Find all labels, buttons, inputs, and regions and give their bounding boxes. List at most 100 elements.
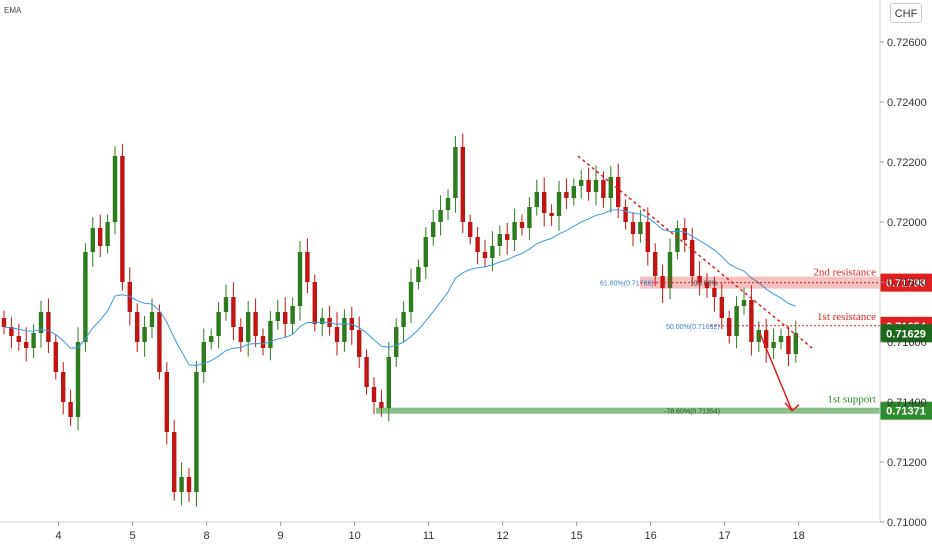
time-tick-label: 17 <box>718 530 730 542</box>
candle-body <box>201 342 206 372</box>
candle-body <box>260 336 266 348</box>
candle-body <box>172 432 177 492</box>
time-tick-label: 10 <box>348 530 360 542</box>
candle-body <box>608 177 613 198</box>
candle-body <box>401 312 406 327</box>
candle-body <box>386 357 391 408</box>
candle-body <box>53 342 58 372</box>
candle-body <box>38 312 44 333</box>
candle-body <box>778 336 784 342</box>
support-1-zone <box>376 407 880 414</box>
candle-body <box>238 327 243 342</box>
candle-body <box>135 312 140 342</box>
candle-body <box>438 210 443 222</box>
price-tick-label: 0.71800 <box>887 277 927 289</box>
projection-arrow-shaft <box>759 333 793 411</box>
candle-body <box>682 228 687 240</box>
candle-body <box>549 213 554 216</box>
candle-body <box>497 234 502 246</box>
ema-line <box>3 209 796 367</box>
candle-body <box>586 180 591 192</box>
candle-body <box>741 300 747 306</box>
candle-body <box>320 318 325 324</box>
resistance-2-tag <box>880 273 932 292</box>
candle-body <box>142 327 147 342</box>
current-price-tag <box>880 324 932 343</box>
candle-body <box>475 237 480 252</box>
zones-layer <box>376 276 880 414</box>
candles-layer <box>1 133 798 507</box>
candle-body <box>98 228 103 246</box>
candle-body <box>630 222 636 234</box>
candle-body <box>556 192 562 216</box>
candle-body <box>512 222 517 240</box>
candle-body <box>431 222 436 237</box>
candle-body <box>445 198 451 210</box>
candle-body <box>231 297 236 327</box>
price-tick-label: 0.72000 <box>887 217 927 229</box>
candle-body <box>793 333 798 354</box>
resistance-2-label: 2nd resistance <box>813 267 876 279</box>
fib-500-label: 50.00%(0.71692) <box>666 324 720 331</box>
candle-body <box>645 222 650 252</box>
fib-618-label: 61.80%(0.71788) <box>600 281 654 288</box>
ema-layer <box>3 209 796 367</box>
candle-body <box>519 222 525 228</box>
candle-body <box>31 333 36 348</box>
candle-body <box>179 477 184 492</box>
candle-body <box>68 402 73 417</box>
price-tick-label: 0.72400 <box>887 97 927 109</box>
candle-body <box>667 252 673 288</box>
candle-body <box>371 387 377 402</box>
downtrend-line <box>577 155 813 349</box>
candle-body <box>601 180 606 198</box>
currency-button[interactable]: CHF <box>890 3 922 23</box>
candle-body <box>223 297 229 312</box>
time-tick-label: 11 <box>423 530 434 542</box>
ema-indicator-label[interactable]: EMA <box>4 6 22 15</box>
candle-body <box>194 372 199 492</box>
candle-body <box>616 177 621 207</box>
candle-body <box>453 147 458 198</box>
candle-body <box>734 306 739 336</box>
candle-body <box>253 312 258 336</box>
price-tick-label: 0.72600 <box>887 37 927 49</box>
projection-arrow-head <box>784 402 800 412</box>
candle-body <box>246 312 251 342</box>
candle-body <box>334 327 340 342</box>
candle-body <box>460 147 465 222</box>
candle-body <box>416 267 421 282</box>
candle-body <box>704 282 710 288</box>
candle-body <box>379 402 384 408</box>
candle-body <box>297 252 303 306</box>
candle-body <box>24 342 29 348</box>
candle-body <box>186 477 192 492</box>
candle-body <box>342 318 347 342</box>
annotations-layer: 61.80%(0.71788) 100.00% 50.00%(0.71692) -78… <box>577 155 932 420</box>
candle-body <box>690 240 695 276</box>
candle-body <box>275 312 280 321</box>
price-tick-label: 0.71600 <box>887 337 927 349</box>
candle-body <box>697 276 702 282</box>
price-tick-label: 0.71400 <box>887 397 927 409</box>
candle-body <box>527 207 532 228</box>
candle-body <box>305 252 310 282</box>
candle-body <box>357 330 362 357</box>
candle-body <box>564 192 569 198</box>
candle-body <box>638 222 643 234</box>
time-tick-label: 5 <box>130 530 136 542</box>
candle-body <box>482 252 488 258</box>
candle-body <box>786 336 791 354</box>
candle-body <box>653 252 658 276</box>
support-1-tag <box>880 401 932 420</box>
candle-body <box>579 180 584 186</box>
price-tick-label: 0.71000 <box>887 517 927 529</box>
candle-body <box>771 342 776 348</box>
candle-body <box>571 186 576 198</box>
resistance-2-tag-label: 0.71798 <box>886 278 926 290</box>
candle-body <box>394 327 399 357</box>
time-tick-label: 12 <box>496 530 508 542</box>
time-tick-label: 9 <box>278 530 284 542</box>
